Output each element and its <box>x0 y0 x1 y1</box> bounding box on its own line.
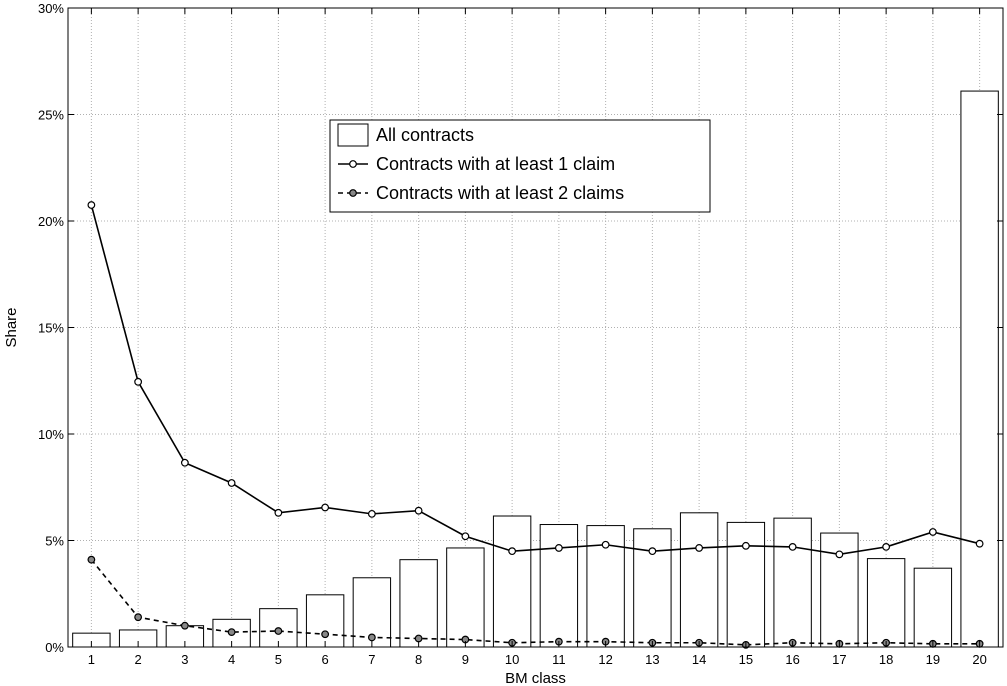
legend-label: All contracts <box>376 125 474 145</box>
series-point <box>882 542 891 551</box>
series-point <box>87 555 96 564</box>
series-line <box>90 204 980 556</box>
series-point <box>601 540 610 549</box>
bar <box>913 567 953 648</box>
series-point <box>508 547 517 556</box>
series-point <box>367 633 376 642</box>
x-tick-label: 6 <box>322 652 329 667</box>
bar <box>446 547 485 648</box>
series-point <box>414 506 423 515</box>
legend-swatch-marker <box>349 189 357 197</box>
series-point <box>695 544 704 552</box>
y-tick-label: 10% <box>38 427 64 442</box>
series-point <box>414 634 423 643</box>
x-tick-label: 14 <box>692 652 706 667</box>
y-tick-label: 0% <box>45 640 64 655</box>
series-point <box>87 201 96 209</box>
x-tick-label: 5 <box>275 652 282 667</box>
y-tick-label: 15% <box>38 321 64 336</box>
x-tick-label: 10 <box>505 652 519 667</box>
series-point <box>788 542 797 551</box>
line-series <box>87 201 984 649</box>
series-point <box>180 458 189 467</box>
series-point <box>835 550 844 559</box>
x-tick-label: 11 <box>552 652 566 667</box>
x-tick-label: 13 <box>645 652 659 667</box>
bar <box>539 524 579 648</box>
series-point <box>367 509 376 518</box>
x-tick-label: 7 <box>368 652 375 667</box>
legend-swatch-marker <box>349 160 357 168</box>
series-point <box>928 528 937 536</box>
bar <box>773 517 812 648</box>
bar <box>820 532 859 648</box>
series-point <box>227 479 236 487</box>
legend-swatch-bar <box>337 123 369 147</box>
series-point <box>741 541 750 550</box>
bar <box>305 594 345 648</box>
x-tick-label: 9 <box>462 652 469 667</box>
legend: All contracts Contracts with at least 1 c… <box>329 119 711 213</box>
x-tick-label: 3 <box>181 652 188 667</box>
x-tick-label: 18 <box>879 652 893 667</box>
series-point <box>554 544 563 552</box>
x-tick-label: 2 <box>135 652 142 667</box>
series-point <box>321 630 330 639</box>
y-tick-label: 5% <box>45 534 64 549</box>
bar <box>399 559 438 648</box>
x-tick-label: 16 <box>785 652 799 667</box>
series-point <box>648 547 657 556</box>
x-tick-label: 15 <box>739 652 753 667</box>
series-point <box>227 628 236 636</box>
series-point <box>134 613 143 622</box>
series-point <box>321 503 330 512</box>
x-axis-label: BM class <box>505 670 566 686</box>
y-tick-label: 25% <box>38 108 64 123</box>
y-tick-label: 30% <box>38 1 64 16</box>
bar <box>633 528 672 648</box>
x-tick-label: 12 <box>598 652 612 667</box>
axis-ticks: 0%5%10%15%20%25%30%1 2 3 4 5 6 7 8 9 10 11 12 13 14 15… <box>38 1 1003 667</box>
x-tick-label: 4 <box>228 652 235 667</box>
bar <box>679 512 719 648</box>
series-point <box>134 377 143 386</box>
y-tick-label: 20% <box>38 214 64 229</box>
series-point <box>975 539 984 548</box>
bar <box>960 90 999 648</box>
legend-box <box>329 119 711 213</box>
x-tick-label: 19 <box>926 652 940 667</box>
y-axis-label: Share <box>3 307 20 347</box>
bar <box>492 515 532 648</box>
bar <box>726 521 766 648</box>
series-line <box>90 559 980 646</box>
legend-label: Contracts with at least 1 claim <box>376 154 615 174</box>
bar <box>866 558 906 648</box>
series-point <box>180 621 189 630</box>
x-tick-label: 1 <box>88 652 95 667</box>
series-point <box>274 508 283 517</box>
series-point <box>274 627 283 635</box>
x-tick-label: 20 <box>972 652 986 667</box>
x-tick-label: 8 <box>415 652 422 667</box>
x-tick-label: 17 <box>832 652 846 667</box>
legend-label: Contracts with at least 2 claims <box>376 183 624 203</box>
series-point <box>461 532 470 541</box>
